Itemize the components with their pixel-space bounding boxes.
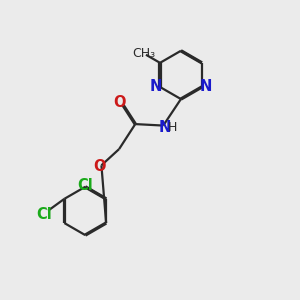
Text: N: N [200,80,212,94]
Text: Cl: Cl [37,207,52,222]
Text: H: H [167,121,177,134]
Text: CH₃: CH₃ [132,47,155,60]
Text: O: O [113,95,126,110]
Text: N: N [158,119,171,134]
Text: O: O [94,159,106,174]
Text: Cl: Cl [77,178,93,193]
Text: N: N [150,80,162,94]
